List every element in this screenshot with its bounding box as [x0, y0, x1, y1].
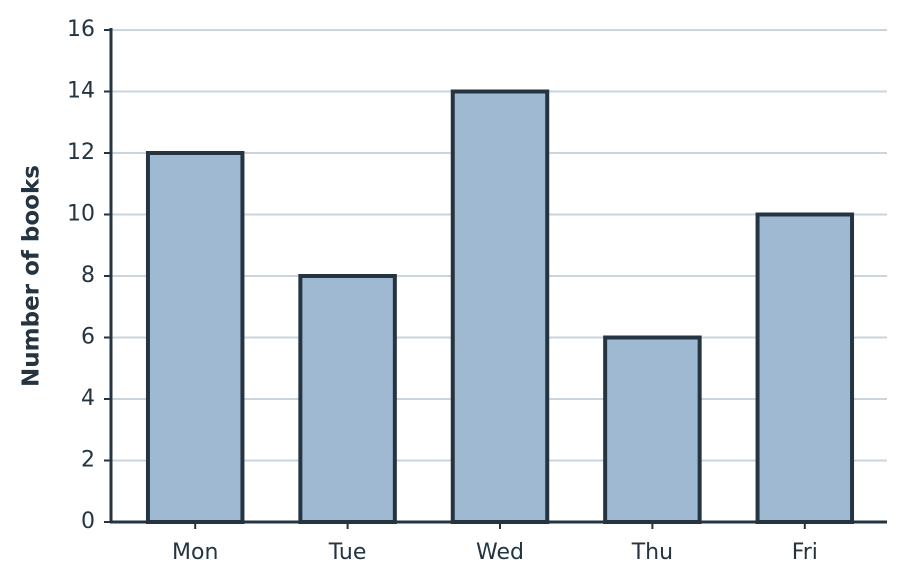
x-tick-label: Thu: [631, 540, 673, 565]
x-tick-label: Tue: [328, 540, 367, 565]
y-tick-label: 14: [67, 79, 95, 104]
y-tick-label: 8: [81, 263, 95, 288]
y-tick-label: 12: [67, 140, 95, 165]
bar: [145, 151, 245, 524]
y-tick-label: 4: [81, 386, 95, 411]
y-tick-label: 16: [67, 17, 95, 42]
bar: [603, 335, 702, 524]
y-axis-label: Number of books: [19, 165, 45, 387]
bar: [298, 274, 397, 524]
x-tick-label: Wed: [476, 540, 524, 565]
x-tick-label: Mon: [172, 540, 218, 565]
y-tick-label: 0: [81, 509, 95, 534]
y-tick-label: 6: [81, 325, 95, 350]
y-tick-label: 10: [67, 202, 95, 227]
y-tick-label: 2: [81, 448, 95, 473]
bar: [450, 89, 550, 524]
x-tick-label: Fri: [792, 540, 818, 565]
bar: [755, 212, 855, 524]
